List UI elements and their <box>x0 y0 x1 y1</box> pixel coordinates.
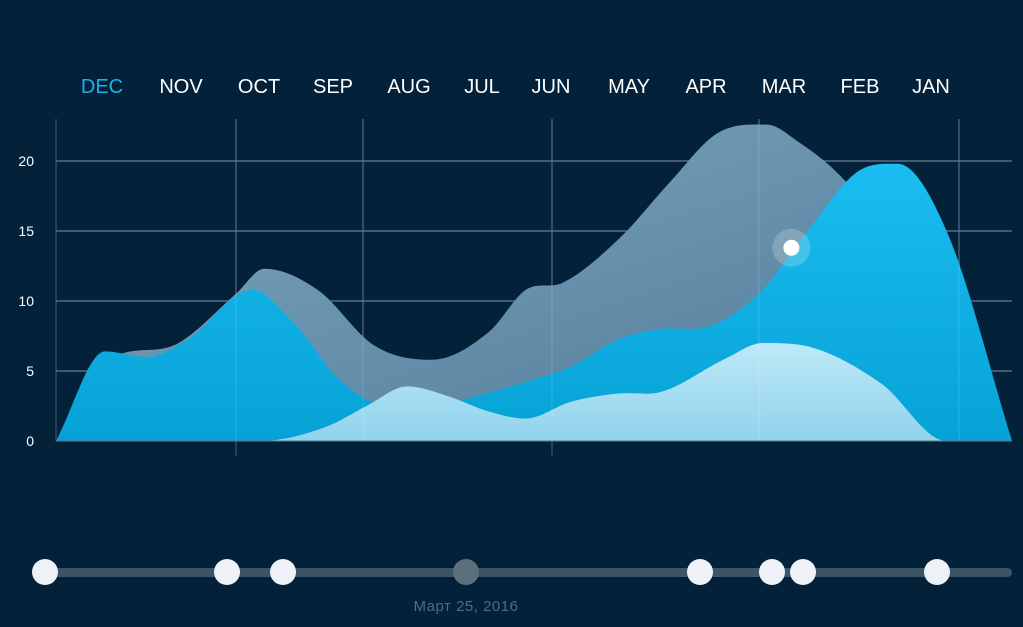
tab-sep[interactable]: SEP <box>313 76 353 98</box>
tab-mar[interactable]: MAR <box>762 76 806 98</box>
timeline-knob[interactable] <box>270 559 296 585</box>
timeline-slider[interactable]: Март 25, 2016 <box>32 559 1012 615</box>
timeline-knob[interactable] <box>759 559 785 585</box>
timeline-knob[interactable] <box>687 559 713 585</box>
highlight-dot[interactable] <box>783 239 800 256</box>
series-layer <box>56 124 1012 442</box>
tab-jun[interactable]: JUN <box>532 76 571 98</box>
tab-nov[interactable]: NOV <box>159 76 203 98</box>
month-tabs: DEC NOV OCT SEP AUG JUL JUN MAY APR MAR FEB JAN <box>81 76 950 98</box>
highlight-point[interactable] <box>772 228 811 267</box>
tab-feb[interactable]: FEB <box>841 76 880 98</box>
y-tick-label: 0 <box>26 433 34 449</box>
y-tick-label: 5 <box>26 363 34 379</box>
y-axis: 0 5 10 15 20 <box>18 153 34 449</box>
timeline-knobs[interactable] <box>32 559 950 585</box>
timeline-knob[interactable] <box>32 559 58 585</box>
y-tick-label: 10 <box>18 293 34 309</box>
y-tick-label: 15 <box>18 223 34 239</box>
date-caption: Март 25, 2016 <box>414 598 519 615</box>
tab-dec[interactable]: DEC <box>81 76 123 98</box>
timeline-knob-active[interactable] <box>453 559 479 585</box>
timeline-knob[interactable] <box>924 559 950 585</box>
timeline-knob[interactable] <box>214 559 240 585</box>
y-tick-label: 20 <box>18 153 34 169</box>
tab-jul[interactable]: JUL <box>464 76 500 98</box>
tab-aug[interactable]: AUG <box>387 76 430 98</box>
tab-jan[interactable]: JAN <box>912 76 950 98</box>
area-series-light <box>56 342 1012 441</box>
overlay-lines <box>235 119 960 441</box>
tab-may[interactable]: MAY <box>608 76 650 98</box>
timeline-track[interactable] <box>40 568 1012 577</box>
tab-oct[interactable]: OCT <box>238 76 280 98</box>
tab-apr[interactable]: APR <box>685 76 726 98</box>
timeline-knob[interactable] <box>790 559 816 585</box>
